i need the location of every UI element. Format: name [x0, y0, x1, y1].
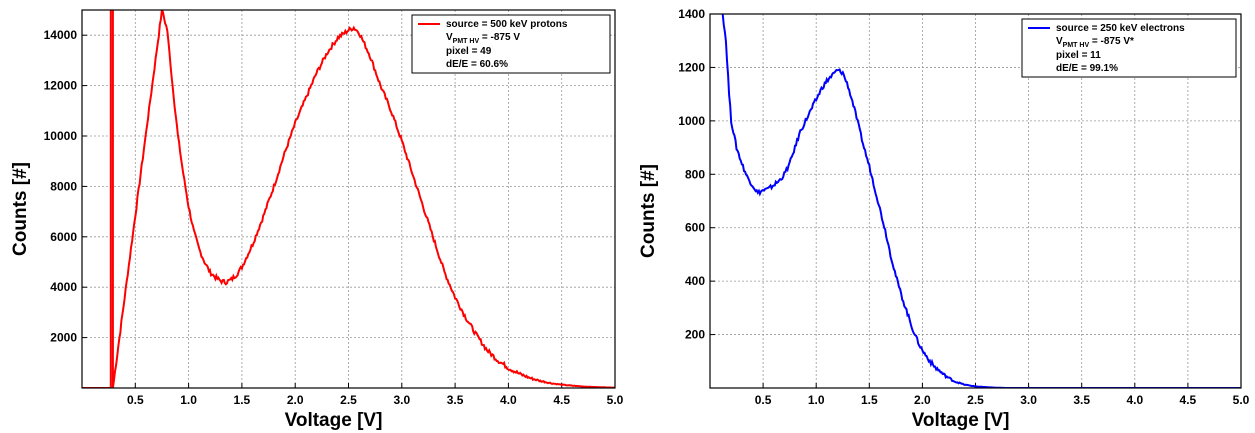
chart-panel-2: 0.5 1.0 1.5 2.0 2.5 3.0 3.5 4.0 4.5 5.0 200 400 600 8… — [638, 7, 1250, 431]
y-axis-label: Counts [#] — [638, 164, 659, 258]
y-tick-label: 400 — [685, 274, 705, 288]
legend-line-pixel: pixel = 11 — [1056, 50, 1101, 61]
x-tick-label: 2.5 — [967, 393, 984, 407]
plot-frame — [709, 13, 1242, 389]
y-tick-label: 12000 — [44, 79, 78, 93]
x-tick-label: 1.5 — [234, 393, 251, 407]
x-tick-label: 2.0 — [914, 393, 931, 407]
x-tick-label: 2.5 — [340, 393, 357, 407]
y-tick-label: 10000 — [44, 129, 78, 143]
legend-line-pixel: pixel = 49 — [446, 46, 492, 57]
y-tick-label: 4000 — [50, 280, 77, 294]
legend-line-source: source = 500 keV protons — [446, 19, 568, 30]
x-tick-label: 4.0 — [500, 393, 517, 407]
x-tick-label: 4.5 — [553, 393, 570, 407]
y-tick-label: 600 — [685, 221, 705, 235]
x-tick-label: 3.0 — [1020, 393, 1037, 407]
legend-line-source: source = 250 keV electrons — [1056, 23, 1185, 34]
plot-frame — [81, 9, 616, 389]
y-tick-label: 14000 — [44, 28, 78, 42]
x-tick-label: 1.0 — [808, 393, 825, 407]
series-line-1 — [82, 10, 615, 388]
x-tick-label: 3.0 — [393, 393, 410, 407]
x-tick-label: 0.5 — [755, 393, 772, 407]
x-axis-label: Voltage [V] — [912, 410, 1010, 431]
x-tick-label: 1.0 — [180, 393, 197, 407]
x-tick-label: 4.5 — [1180, 393, 1197, 407]
y-tick-label: 1400 — [678, 7, 705, 21]
x-tick-label: 1.5 — [861, 393, 878, 407]
x-tick-label: 3.5 — [1073, 393, 1090, 407]
legend-line-resolution: dE/E = 60.6% — [446, 59, 508, 70]
legend: source = 250 keV electrons VPMT HV = -875… — [1021, 18, 1237, 78]
legend: source = 500 keV protons VPMT HV = -875 V… — [411, 14, 611, 74]
y-tick-label: 2000 — [50, 331, 77, 345]
x-tick-label: 0.5 — [127, 393, 144, 407]
y-tick-label: 1200 — [678, 60, 705, 74]
y-tick-label: 8000 — [50, 179, 77, 193]
x-tick-label: 2.0 — [287, 393, 304, 407]
x-axis-label: Voltage [V] — [285, 410, 383, 431]
legend-box — [411, 14, 611, 74]
chart-panel-1: 0.5 1.0 1.5 2.0 2.5 3.0 3.5 4.0 4.5 5.0 2000 4000 60… — [10, 9, 624, 431]
legend-line-voltage: VPMT HV = -875 V — [446, 32, 520, 45]
x-tick-label: 5.0 — [607, 393, 624, 407]
legend-line-resolution: dE/E = 99.1% — [1056, 63, 1118, 74]
x-tick-label: 4.0 — [1126, 393, 1143, 407]
y-tick-label: 1000 — [678, 114, 705, 128]
series-line-1 — [721, 14, 1241, 388]
y-tick-label: 200 — [685, 328, 705, 342]
y-axis-label: Counts [#] — [10, 162, 31, 256]
x-tick-label: 3.5 — [447, 393, 464, 407]
y-tick-label: 800 — [685, 167, 705, 181]
legend-line-voltage: VPMT HV = -875 V* — [1056, 36, 1134, 49]
y-tick-label: 6000 — [50, 230, 77, 244]
x-tick-label: 5.0 — [1233, 393, 1250, 407]
legend-box — [1021, 18, 1237, 78]
